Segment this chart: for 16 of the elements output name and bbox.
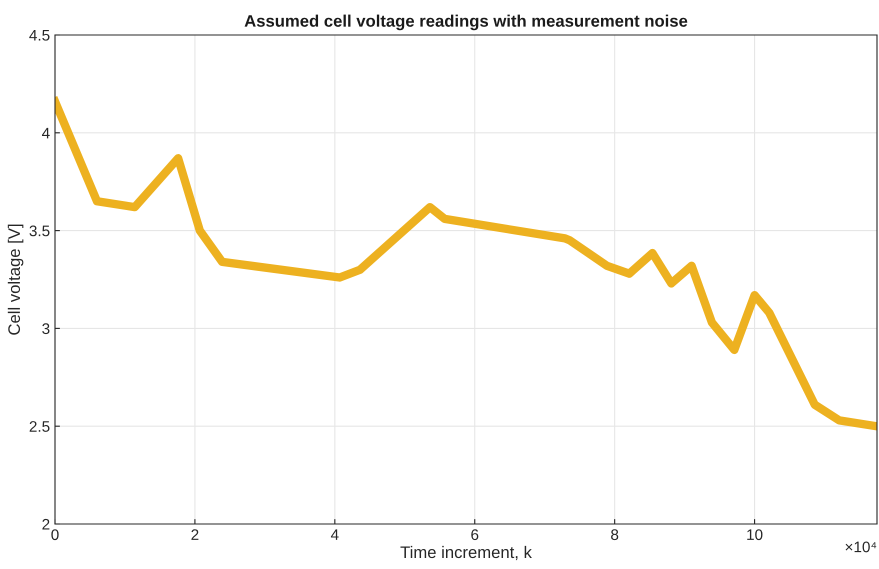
- y-tick-label: 2.5: [30, 421, 50, 432]
- y-tick-label: 3: [42, 323, 50, 334]
- y-tick-label: 2: [42, 518, 50, 530]
- x-tick-label: 2: [191, 529, 198, 540]
- x-tick-label: 4: [330, 529, 339, 540]
- x-axis-title: Time increment, k: [400, 546, 532, 560]
- y-tick-label: 3.5: [29, 225, 50, 236]
- chart-title: Assumed cell voltage readings with measurement noise: [244, 14, 688, 30]
- text: ×10⁴: [846, 542, 876, 552]
- x-tick-label: 0: [51, 529, 59, 540]
- x-tick-label: 10: [747, 529, 762, 540]
- y-tick-label: 4.5: [29, 30, 50, 41]
- x-tick-label: 6: [471, 529, 478, 540]
- y-axis-title: Cell voltage [V]: [8, 224, 24, 335]
- y-tick-label: 4: [42, 128, 50, 138]
- x-tick-label: 8: [611, 529, 618, 540]
